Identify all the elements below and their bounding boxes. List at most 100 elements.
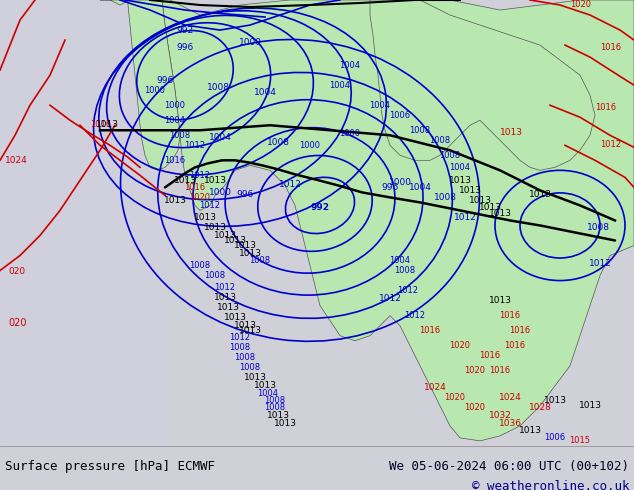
Text: 1008: 1008: [394, 266, 415, 275]
Text: 1016: 1016: [479, 351, 501, 360]
Text: 996: 996: [236, 191, 254, 199]
Text: 1015: 1015: [569, 437, 590, 445]
Text: 1006: 1006: [389, 111, 411, 120]
Text: 1016: 1016: [90, 120, 111, 129]
Text: 1004: 1004: [164, 116, 186, 125]
Text: 1016: 1016: [500, 311, 521, 320]
Text: 1013: 1013: [578, 401, 602, 410]
Text: 1012: 1012: [404, 311, 425, 320]
Text: 1016: 1016: [489, 366, 510, 375]
Text: 1004: 1004: [209, 133, 231, 142]
Text: Surface pressure [hPa] ECMWF: Surface pressure [hPa] ECMWF: [5, 460, 215, 473]
Text: 1000: 1000: [209, 188, 231, 197]
Text: 1016: 1016: [184, 183, 205, 192]
Text: 1013: 1013: [174, 176, 197, 185]
Text: 1008: 1008: [190, 261, 210, 270]
Text: 1000: 1000: [389, 178, 411, 187]
Text: 1016: 1016: [420, 326, 441, 335]
Text: 1013: 1013: [519, 426, 541, 436]
Text: 1000: 1000: [339, 129, 361, 138]
Text: 1013: 1013: [233, 241, 257, 250]
Text: 1008: 1008: [266, 138, 290, 147]
Text: 1020: 1020: [190, 193, 210, 202]
Text: 992: 992: [176, 25, 193, 35]
Text: 1008: 1008: [264, 403, 285, 412]
Text: 1000: 1000: [145, 86, 165, 95]
Text: 1016: 1016: [600, 43, 621, 52]
Text: 1013: 1013: [266, 411, 290, 420]
Text: 1004: 1004: [389, 256, 410, 265]
Text: 1004: 1004: [254, 88, 276, 97]
Text: 1016: 1016: [164, 156, 186, 165]
Bar: [0, 0, 165, 446]
Text: 1013: 1013: [238, 326, 261, 335]
Text: 1013: 1013: [96, 120, 119, 129]
Text: 1008: 1008: [410, 126, 430, 135]
Text: 1004: 1004: [330, 81, 351, 90]
Text: 1013: 1013: [233, 321, 257, 330]
Text: 1006: 1006: [545, 433, 566, 442]
Text: 1012: 1012: [378, 294, 401, 303]
Text: 1012: 1012: [184, 141, 205, 150]
Text: 1000: 1000: [164, 101, 186, 110]
Text: 1013: 1013: [216, 303, 240, 312]
Text: 1013: 1013: [273, 419, 297, 428]
Text: 1013: 1013: [529, 191, 552, 199]
Text: 1016: 1016: [510, 326, 531, 335]
Text: 1020: 1020: [450, 341, 470, 350]
Text: 1024: 1024: [5, 156, 28, 165]
Text: 1013: 1013: [458, 186, 481, 195]
Polygon shape: [100, 0, 634, 441]
Text: 1024: 1024: [498, 393, 521, 402]
Text: 1013: 1013: [193, 213, 216, 222]
Text: 996: 996: [140, 0, 156, 2]
Text: 1008: 1008: [169, 131, 191, 140]
Text: 1012: 1012: [200, 201, 221, 210]
Polygon shape: [128, 0, 180, 171]
Text: 1004: 1004: [339, 61, 361, 70]
Text: 1013: 1013: [254, 381, 276, 390]
Text: 1000: 1000: [155, 0, 176, 2]
Text: 1013: 1013: [448, 176, 472, 185]
Text: 1036: 1036: [498, 419, 522, 428]
Text: 1020: 1020: [570, 0, 591, 9]
Text: 1020: 1020: [465, 366, 486, 375]
Text: 1008: 1008: [235, 353, 256, 362]
Text: 1013: 1013: [214, 231, 236, 240]
Text: 1013: 1013: [204, 223, 226, 232]
Text: 1016: 1016: [505, 341, 526, 350]
Text: 1024: 1024: [424, 383, 446, 392]
Text: 1008: 1008: [439, 151, 460, 160]
Text: 1032: 1032: [489, 411, 512, 420]
Text: 1013: 1013: [489, 209, 512, 218]
Text: 1012: 1012: [230, 333, 250, 342]
Text: © weatheronline.co.uk: © weatheronline.co.uk: [472, 480, 629, 490]
Text: 1013: 1013: [500, 128, 523, 137]
Text: 1020: 1020: [465, 403, 486, 412]
Text: 020: 020: [8, 318, 27, 328]
Text: 1013: 1013: [214, 293, 236, 302]
Text: 1008: 1008: [429, 136, 451, 145]
Polygon shape: [370, 0, 595, 171]
Text: 996: 996: [382, 183, 399, 193]
Text: 1012: 1012: [453, 214, 476, 222]
Text: 1008: 1008: [249, 256, 271, 265]
Text: 1013: 1013: [224, 313, 247, 322]
Text: 1012: 1012: [398, 286, 418, 295]
Text: 1028: 1028: [529, 403, 552, 412]
Text: 1013: 1013: [469, 196, 491, 205]
Text: 1000: 1000: [238, 38, 261, 47]
Text: 1020: 1020: [444, 393, 465, 402]
Text: 996: 996: [176, 43, 193, 52]
Text: 1013: 1013: [238, 249, 261, 258]
Text: 1012: 1012: [214, 283, 235, 292]
Text: 1004: 1004: [408, 183, 432, 193]
Text: 1013: 1013: [543, 396, 567, 405]
Text: 1004: 1004: [450, 163, 470, 172]
Text: 1013: 1013: [479, 203, 501, 212]
Text: 1012: 1012: [190, 171, 210, 180]
Text: 1008: 1008: [434, 194, 456, 202]
Text: 1008: 1008: [586, 223, 609, 232]
Text: 1000: 1000: [299, 141, 321, 150]
Text: 1004: 1004: [257, 389, 278, 398]
